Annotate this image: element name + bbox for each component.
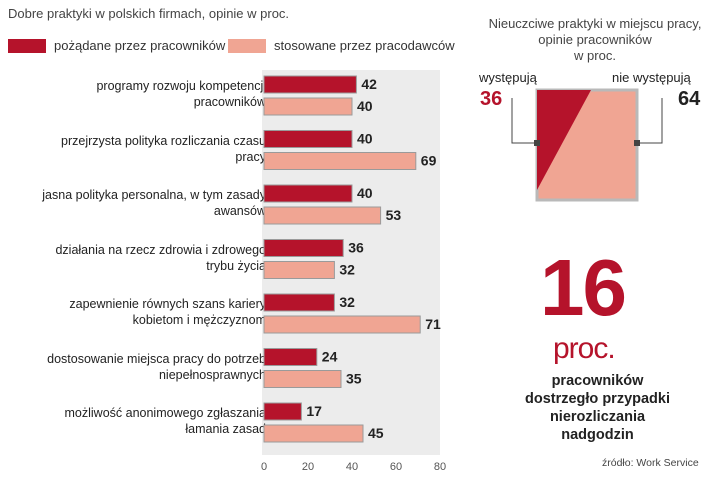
x-tick-label: 0	[261, 461, 267, 473]
bar-value-label: 24	[322, 349, 338, 365]
bar-value-label: 69	[421, 153, 437, 169]
highlight-description: pracowników dostrzegło przypadki nierozl…	[515, 372, 680, 444]
x-tick-label: 60	[390, 461, 402, 473]
bar-employees	[263, 239, 344, 257]
bar-employees	[263, 184, 353, 203]
bar-employers	[263, 424, 364, 443]
category-label-line: możliwość anonimowego zgłaszania	[64, 406, 267, 420]
pie-marker-right	[634, 140, 640, 146]
source-note: źródło: Work Service	[602, 457, 699, 469]
highlight-number: 16	[540, 243, 627, 332]
pie-title: Nieuczciwe praktyki w miejscu pracy, opi…	[470, 16, 720, 64]
bar-value-label: 71	[425, 316, 441, 332]
highlight-unit: proc.	[553, 332, 616, 365]
bar-value-label: 35	[346, 371, 362, 387]
bar-employees	[263, 348, 318, 366]
x-tick-label: 40	[346, 461, 358, 473]
bar-employees	[263, 402, 302, 421]
bar-value-label: 36	[348, 240, 364, 256]
x-tick-label: 20	[302, 461, 314, 473]
legend-swatch-employers	[228, 38, 266, 53]
category-label: przejrzysta polityka rozliczania czasu pr…	[16, 133, 266, 165]
category-label-line: programy rozwoju kompetencji	[96, 79, 266, 93]
category-label-line: trybu życia	[206, 258, 266, 273]
legend-label-employers: stosowane przez pracodawców	[274, 38, 455, 53]
highlight-line-4: nadgodzin	[561, 427, 634, 443]
category-label-line: działania na rzecz zdrowia i zdrowego	[55, 242, 266, 257]
highlight-line-2: dostrzegło przypadki	[524, 391, 671, 407]
legend-item-employees: pożądane przez pracowników	[8, 38, 225, 53]
bar-value-label: 17	[306, 403, 322, 419]
bar-employers	[263, 206, 382, 225]
bar-employers	[263, 261, 335, 279]
bar-employers	[263, 97, 353, 116]
bar-employees	[263, 130, 353, 148]
category-label: programy rozwoju kompetencji pracowników	[16, 78, 266, 110]
pie-title-line-3: w proc.	[574, 48, 616, 63]
bar-value-label: 53	[386, 207, 402, 223]
pie-slice-occurring	[537, 90, 591, 190]
legend-label-employees: pożądane przez pracowników	[54, 38, 226, 53]
category-label: jasna polityka personalna, w tym zasady a…	[16, 187, 266, 219]
bar-employers	[263, 370, 342, 388]
pie-label-occurring: występują	[479, 70, 537, 85]
category-label: zapewnienie równych szans kariery kobieto…	[16, 296, 266, 328]
pie-value-not-occurring: 64	[678, 88, 701, 110]
legend-item-employers: stosowane przez pracodawców	[228, 38, 455, 53]
legend-swatch-employees	[8, 38, 46, 53]
chart-title: Dobre praktyki w polskich firmach, opini…	[8, 6, 290, 21]
pie-value-occurring: 36	[480, 88, 503, 110]
highlight-line-1: pracowników	[551, 373, 644, 389]
bar-value-label: 32	[339, 262, 355, 278]
pie-label-not-occurring: nie występują	[612, 70, 691, 85]
category-label-line: awansów	[213, 204, 266, 218]
category-label-line: kobietom i mężczyznom	[132, 313, 266, 327]
pie-leader-left	[511, 98, 537, 144]
bar-value-label: 45	[368, 425, 384, 441]
category-label: możliwość anonimowego zgłaszania łamania …	[16, 405, 267, 437]
bar-value-label: 40	[357, 131, 373, 147]
pie-marker-left	[534, 140, 540, 146]
bar-employers	[263, 315, 421, 334]
category-label-line: łamania zasad	[185, 422, 266, 436]
bar-employees	[263, 75, 357, 94]
pie-leader-right	[637, 98, 663, 144]
pie-title-line-1: Nieuczciwe praktyki w miejscu pracy,	[488, 16, 702, 31]
highlight-line-3: nierozliczania	[549, 409, 646, 425]
category-label-line: jasna polityka personalna, w tym zasady	[42, 188, 266, 202]
pie-title-line-2: opinie pracowników	[538, 32, 652, 47]
bar-value-label: 32	[339, 294, 355, 310]
bar-value-label: 40	[357, 98, 373, 114]
category-label-line: pracowników	[193, 95, 266, 109]
bar-value-label: 40	[357, 185, 373, 201]
bar-employers	[263, 152, 417, 170]
x-tick-label: 80	[434, 461, 446, 473]
category-label-line: niepełnosprawnych	[158, 367, 266, 382]
category-label: działania na rzecz zdrowia i zdrowego try…	[16, 242, 266, 274]
category-label: dostosowanie miejsca pracy do potrzeb nie…	[16, 351, 266, 383]
category-label-line: zapewnienie równych szans kariery	[69, 297, 266, 311]
bar-employees	[263, 293, 335, 312]
category-label-line: przejrzysta polityka rozliczania czasu	[61, 133, 266, 148]
category-label-line: pracy	[235, 149, 266, 164]
bar-value-label: 42	[361, 76, 377, 92]
category-label-line: dostosowanie miejsca pracy do potrzeb	[47, 351, 266, 366]
